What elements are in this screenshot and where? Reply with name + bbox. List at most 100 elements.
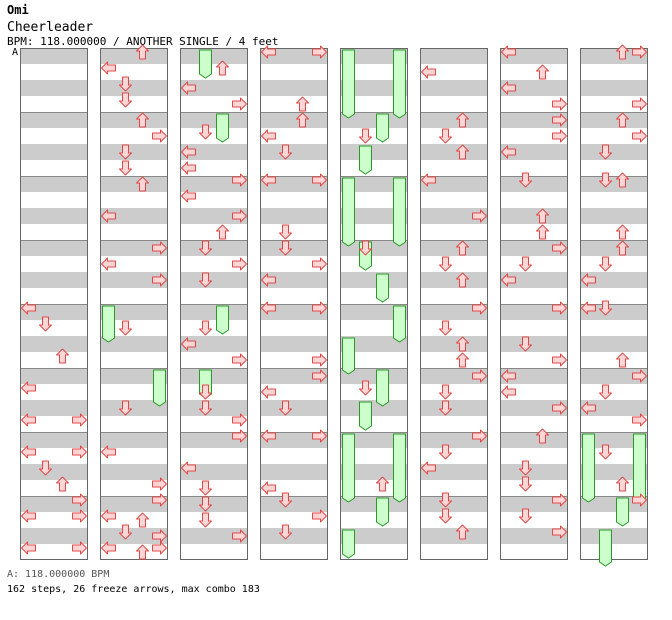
down-arrow (439, 384, 452, 400)
down-arrow (439, 400, 452, 416)
beat-stripe (580, 176, 648, 192)
beat-stripe (420, 464, 488, 480)
beat-stripe (100, 208, 168, 224)
beat-stripe (420, 240, 488, 256)
bpm-legend: A: 118.000000 BPM (7, 569, 110, 580)
beat-stripe (20, 464, 88, 480)
beat-stripe (340, 336, 408, 352)
right-arrow (552, 525, 567, 539)
right-arrow (152, 493, 167, 507)
freeze-arrow (393, 177, 406, 247)
beat-stripe (580, 272, 648, 288)
left-arrow (501, 385, 516, 399)
beat-stripe (20, 432, 88, 448)
beat-stripe (420, 80, 488, 96)
beat-stripe (500, 176, 568, 192)
up-arrow (456, 336, 469, 352)
left-arrow (101, 445, 116, 459)
beat-stripe (20, 80, 88, 96)
freeze-arrow (199, 49, 212, 79)
down-arrow (359, 240, 372, 256)
right-arrow (552, 353, 567, 367)
chart-summary: 162 steps, 26 freeze arrows, max combo 1… (7, 584, 260, 595)
beat-stripe (260, 432, 328, 448)
up-arrow (456, 240, 469, 256)
beat-stripe (420, 48, 488, 64)
beat-stripe (500, 240, 568, 256)
freeze-arrow (342, 177, 355, 247)
beat-stripe (420, 272, 488, 288)
right-arrow (232, 257, 247, 271)
freeze-arrow (342, 433, 355, 503)
left-arrow (101, 61, 116, 75)
beat-stripe (580, 432, 648, 448)
step-chart (20, 44, 648, 567)
left-arrow (261, 481, 276, 495)
beat-stripe (500, 336, 568, 352)
left-arrow (261, 173, 276, 187)
beat-stripe (420, 336, 488, 352)
beat-stripe (100, 432, 168, 448)
beat-stripe (180, 176, 248, 192)
right-arrow (632, 129, 647, 143)
beat-stripe (340, 144, 408, 160)
down-arrow (439, 444, 452, 460)
column-border (420, 48, 488, 560)
right-arrow (72, 541, 87, 555)
up-arrow (56, 348, 69, 364)
left-arrow (261, 273, 276, 287)
right-arrow (232, 173, 247, 187)
beat-stripe (100, 80, 168, 96)
right-arrow (312, 369, 327, 383)
up-arrow (136, 512, 149, 528)
down-arrow (119, 144, 132, 160)
left-arrow (421, 65, 436, 79)
beat-stripe (100, 112, 168, 128)
left-arrow (101, 509, 116, 523)
up-arrow (616, 112, 629, 128)
up-arrow (616, 224, 629, 240)
right-arrow (312, 173, 327, 187)
right-arrow (152, 529, 167, 543)
right-arrow (312, 353, 327, 367)
up-arrow (136, 112, 149, 128)
beat-stripe (500, 80, 568, 96)
up-arrow (616, 172, 629, 188)
left-arrow (101, 209, 116, 223)
beat-stripe (20, 336, 88, 352)
beat-stripe (180, 144, 248, 160)
beat-stripe (260, 272, 328, 288)
up-arrow (56, 476, 69, 492)
beat-stripe (260, 112, 328, 128)
down-arrow (519, 172, 532, 188)
beat-stripe (180, 272, 248, 288)
down-arrow (439, 256, 452, 272)
up-arrow (456, 272, 469, 288)
right-arrow (312, 301, 327, 315)
down-arrow (119, 160, 132, 176)
beat-stripe (180, 112, 248, 128)
right-arrow (312, 257, 327, 271)
up-arrow (136, 544, 149, 560)
up-arrow (456, 144, 469, 160)
right-arrow (232, 529, 247, 543)
beat-stripe (580, 464, 648, 480)
down-arrow (199, 480, 212, 496)
right-arrow (152, 273, 167, 287)
artist-name: Omi (7, 3, 29, 17)
freeze-arrow (359, 401, 372, 431)
up-arrow (616, 44, 629, 60)
beat-stripe (340, 368, 408, 384)
column-border (580, 48, 648, 560)
up-arrow (616, 476, 629, 492)
beat-stripe (500, 400, 568, 416)
left-arrow (501, 273, 516, 287)
freeze-arrow (153, 369, 166, 407)
beat-stripe (180, 432, 248, 448)
down-arrow (439, 508, 452, 524)
up-arrow (616, 352, 629, 368)
beat-stripe (500, 112, 568, 128)
down-arrow (279, 492, 292, 508)
beat-stripe (260, 240, 328, 256)
down-arrow (439, 128, 452, 144)
